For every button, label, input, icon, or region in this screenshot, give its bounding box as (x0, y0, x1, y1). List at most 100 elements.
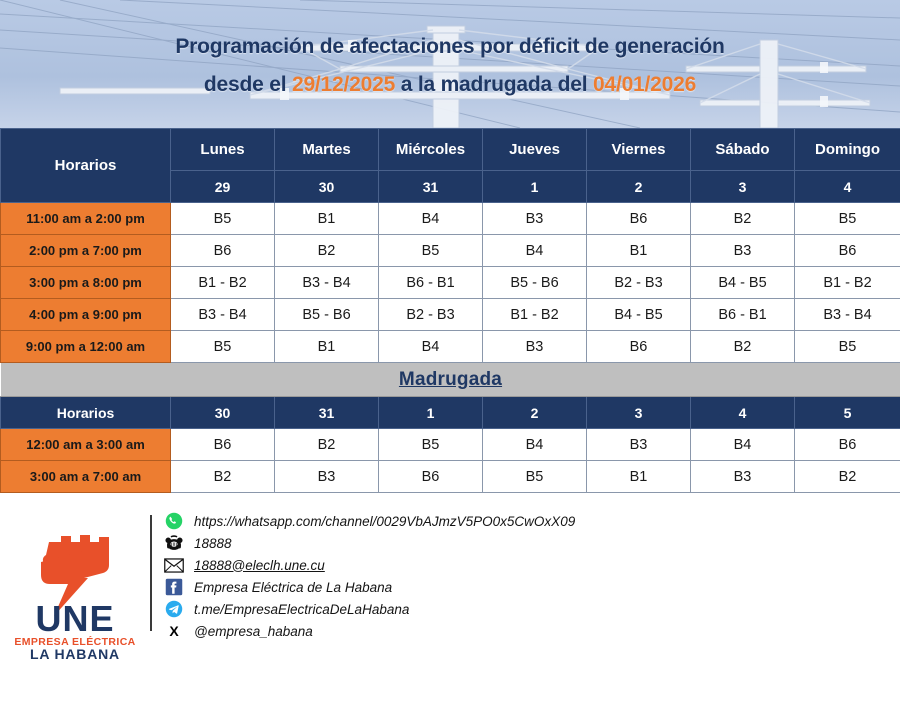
header-daynum-2: 31 (378, 170, 483, 203)
header-daynum-6: 4 (794, 170, 900, 203)
contact-row[interactable]: t.me/EmpresaElectricaDeLaHabana (164, 599, 575, 619)
contact-text[interactable]: 18888 (194, 535, 232, 551)
contact-row[interactable]: X @empresa_habana (164, 621, 575, 641)
contact-text[interactable]: 18888@eleclh.une.cu (194, 557, 325, 573)
block-cell: B5 (794, 330, 900, 363)
madrugada-block-cell: B4 (482, 428, 587, 461)
block-cell: B6 - B1 (378, 266, 483, 299)
block-cell: B3 (482, 330, 587, 363)
time-slot-label: 2:00 pm a 7:00 pm (0, 234, 171, 267)
footer: UNE EMPRESA ELÉCTRICA LA HABANA https://… (0, 493, 900, 665)
contact-text[interactable]: https://whatsapp.com/channel/0029VbAJmzV… (194, 513, 576, 529)
contact-row[interactable]: 18888 (164, 533, 575, 553)
block-cell: B3 - B4 (794, 298, 900, 331)
block-cell: B4 (482, 234, 587, 267)
table-row: 9:00 pm a 12:00 am B5 B1 B4 B3 B6 B2 B5 (0, 330, 900, 363)
block-cell: B2 (690, 330, 795, 363)
page-subtitle: desde el 29/12/2025 a la madrugada del 0… (204, 73, 696, 97)
table-header-numbers: 29 30 31 1 2 3 4 (1, 170, 900, 203)
power-line-illustration (0, 0, 900, 128)
contact-text[interactable]: Empresa Eléctrica de La Habana (194, 579, 393, 595)
header-day-4: Viernes (586, 128, 691, 171)
fist-lightning-icon (41, 535, 109, 616)
banner-text-block: Programación de afectaciones por déficit… (0, 0, 900, 128)
une-logo: UNE EMPRESA ELÉCTRICA LA HABANA (0, 509, 150, 665)
madrugada-block-cell: B1 (586, 460, 691, 493)
block-cell: B6 - B1 (690, 298, 795, 331)
block-cell: B1 (586, 234, 691, 267)
madrugada-block-cell: B2 (794, 460, 900, 493)
header-day-3: Jueves (482, 128, 587, 171)
block-cell: B2 (690, 202, 795, 235)
block-cell: B5 (794, 202, 900, 235)
page-title: Programación de afectaciones por déficit… (175, 35, 725, 58)
madrugada-block-cell: B6 (794, 428, 900, 461)
header-banner: Programación de afectaciones por déficit… (0, 0, 900, 128)
table-row: 11:00 am a 2:00 pm B5 B1 B4 B3 B6 B2 B5 (0, 202, 900, 235)
madrugada-block-cell: B5 (378, 428, 483, 461)
x-icon-label: X (169, 623, 179, 639)
block-cell: B4 - B5 (690, 266, 795, 299)
schedule-table: Horarios Lunes Martes Miércoles Jueves Vierne… (0, 128, 900, 493)
header-day-2: Miércoles (378, 128, 483, 171)
block-cell: B1 - B2 (794, 266, 900, 299)
time-slot-label: 4:00 pm a 9:00 pm (0, 298, 171, 331)
madrugada-block-cell: B4 (690, 428, 795, 461)
time-slot-label: 11:00 am a 2:00 pm (0, 202, 171, 235)
logo-region-text: LA HABANA (30, 646, 120, 662)
time-slot-label: 3:00 pm a 8:00 pm (0, 266, 171, 299)
contact-row[interactable]: https://whatsapp.com/channel/0029VbAJmzV… (164, 511, 575, 531)
x-icon: X (164, 621, 184, 641)
header-day-6: Domingo (794, 128, 900, 171)
logo-subtitle-text: EMPRESA ELÉCTRICA (14, 635, 135, 648)
madrugada-block-cell: B5 (482, 460, 587, 493)
madrugada-block-cell: B2 (170, 460, 275, 493)
block-cell: B4 (378, 202, 483, 235)
whatsapp-icon (164, 511, 184, 531)
contact-list: https://whatsapp.com/channel/0029VbAJmzV… (152, 509, 575, 641)
madrugada-header-horarios: Horarios (0, 396, 171, 429)
madrugada-row: 3:00 am a 7:00 am B2 B3 B6 B5 B1 B3 B2 (0, 460, 900, 493)
block-cell: B5 (378, 234, 483, 267)
header-day-0: Lunes (170, 128, 275, 171)
header-daynum-0: 29 (170, 170, 275, 203)
block-cell: B1 (274, 202, 379, 235)
start-date: 29/12/2025 (291, 73, 396, 96)
madrugada-time-label: 3:00 am a 7:00 am (0, 460, 171, 493)
time-slot-label: 9:00 pm a 12:00 am (0, 330, 171, 363)
contact-row[interactable]: Empresa Eléctrica de La Habana (164, 577, 575, 597)
logo-une-text: UNE (35, 598, 114, 639)
header-daynum-1: 30 (274, 170, 379, 203)
header-daynum-3: 1 (482, 170, 587, 203)
madrugada-daynum-6: 5 (794, 396, 900, 429)
madrugada-row: 12:00 am a 3:00 am B6 B2 B5 B4 B3 B4 B6 (0, 428, 900, 461)
une-logo-graphic: UNE EMPRESA ELÉCTRICA LA HABANA (14, 535, 135, 662)
madrugada-block-cell: B3 (690, 460, 795, 493)
block-cell: B4 - B5 (586, 298, 691, 331)
madrugada-header-row: Horarios 30 31 1 2 3 4 5 (0, 396, 900, 429)
madrugada-block-cell: B3 (274, 460, 379, 493)
madrugada-block-cell: B6 (378, 460, 483, 493)
table-header-days: Horarios Lunes Martes Miércoles Jueves Vierne… (0, 128, 900, 203)
block-cell: B4 (378, 330, 483, 363)
table-row: 4:00 pm a 9:00 pm B3 - B4 B5 - B6 B2 - B3 B1… (0, 298, 900, 331)
madrugada-daynum-0: 30 (170, 396, 275, 429)
madrugada-band-row: Madrugada (0, 362, 900, 397)
block-cell: B3 - B4 (274, 266, 379, 299)
block-cell: B6 (794, 234, 900, 267)
contact-text[interactable]: @empresa_habana (194, 623, 313, 639)
phone-icon (164, 533, 184, 553)
contact-row[interactable]: 18888@eleclh.une.cu (164, 555, 575, 575)
block-cell: B6 (170, 234, 275, 267)
header-horarios: Horarios (0, 128, 171, 203)
header-daynum-4: 2 (586, 170, 691, 203)
footer-divider (150, 515, 152, 631)
block-cell: B5 - B6 (482, 266, 587, 299)
block-cell: B5 (170, 330, 275, 363)
contact-text[interactable]: t.me/EmpresaElectricaDeLaHabana (194, 601, 410, 617)
telegram-icon (164, 599, 184, 619)
block-cell: B6 (586, 330, 691, 363)
madrugada-block-cell: B3 (586, 428, 691, 461)
block-cell: B2 - B3 (378, 298, 483, 331)
